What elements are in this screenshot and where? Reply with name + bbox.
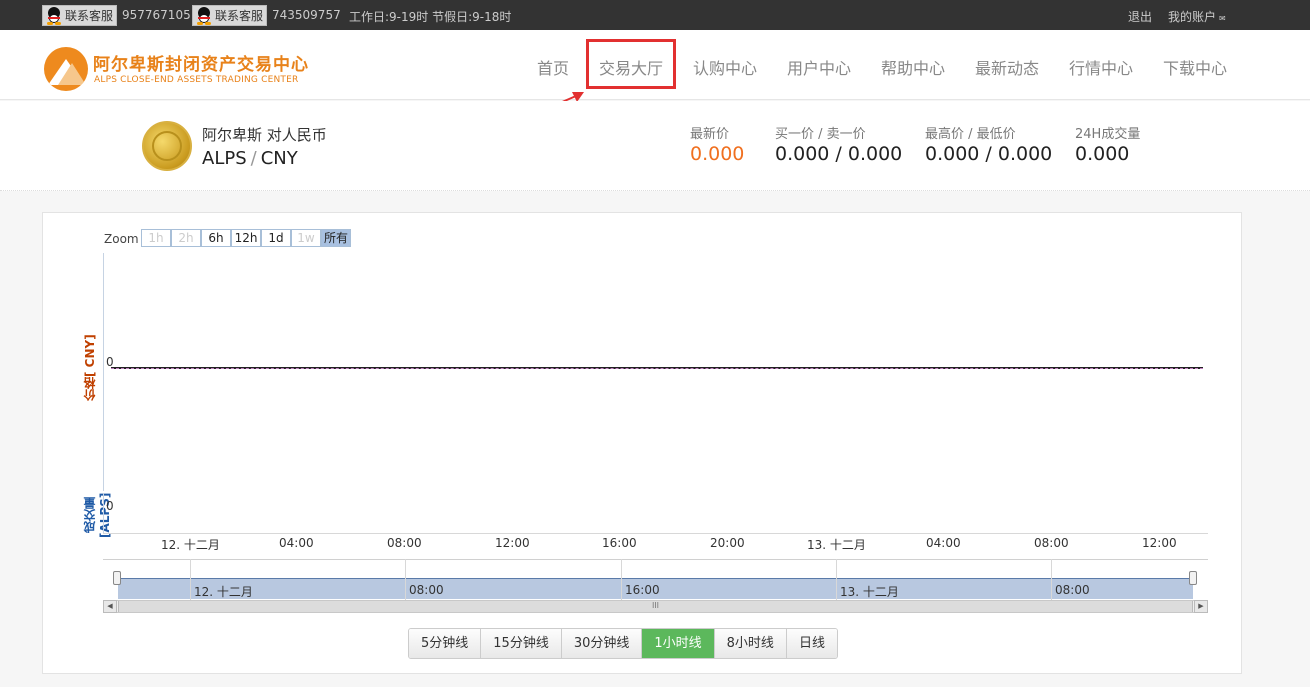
zoom-12h-button[interactable]: 12h — [231, 229, 261, 247]
my-account-menu[interactable]: 我的账户 ✉ — [1168, 8, 1226, 25]
kline-chart-panel: Zoom 1h 2h 6h 12h 1d 1w 所有 价格[ CNY] 成交量[… — [42, 212, 1242, 674]
volume-axis-title: 成交量[ALPS] — [83, 492, 112, 538]
bid-ask-label: 买一价 / 卖一价 — [775, 127, 866, 142]
navigator-right-handle[interactable] — [1189, 571, 1197, 585]
x-tick-label: 12:00 — [495, 536, 530, 550]
zoom-1d-button[interactable]: 1d — [261, 229, 291, 247]
navigator-selected-range[interactable] — [118, 578, 1193, 599]
navigator-grid-line — [836, 559, 837, 600]
logo-title[interactable]: 阿尔卑斯封闭资产交易中心 — [93, 55, 309, 75]
volume-baseline — [103, 533, 1208, 534]
x-tick-label: 04:00 — [279, 536, 314, 550]
envelope-icon: ✉ — [1219, 14, 1226, 23]
navigator-left-handle[interactable] — [113, 571, 121, 585]
navigator-tick-label: 08:00 — [409, 583, 444, 597]
price-axis-zero-tick: 0 — [106, 355, 114, 369]
price-axis-line — [103, 253, 104, 491]
x-tick-label: 16:00 — [602, 536, 637, 550]
nav-home[interactable]: 首页 — [537, 59, 570, 78]
navigator-tick-label: 12. 十二月 — [194, 585, 253, 599]
latest-price-label: 最新价 — [690, 127, 730, 142]
nav-subscription[interactable]: 认购中心 — [693, 59, 758, 78]
nav-market[interactable]: 行情中心 — [1069, 59, 1134, 78]
x-tick-label: 08:00 — [387, 536, 422, 550]
x-tick-label: 20:00 — [710, 536, 745, 550]
navigator-tick-label: 13. 十二月 — [840, 585, 899, 599]
x-tick-label: 12. 十二月 — [161, 538, 220, 552]
price-axis-title: 价格[ CNY] — [83, 334, 97, 402]
x-tick-label: 04:00 — [926, 536, 961, 550]
volume-24h-value: 0.000 — [1075, 143, 1130, 165]
nav-news[interactable]: 最新动态 — [975, 59, 1040, 78]
scroll-left-icon[interactable]: ◀ — [103, 600, 117, 613]
alps-coin-icon — [142, 121, 192, 171]
pair-name: 阿尔卑斯 对人民币 — [202, 126, 327, 144]
volume-24h-label: 24H成交量 — [1075, 127, 1141, 142]
zoom-1h-button[interactable]: 1h — [141, 229, 171, 247]
period-1h-button[interactable]: 1小时线 — [642, 629, 715, 658]
zoom-label: Zoom — [104, 232, 139, 246]
navigator-grid-line — [190, 559, 191, 600]
pair-separator: / — [250, 148, 257, 169]
zoom-2h-button[interactable]: 2h — [171, 229, 201, 247]
customer-service-label: 联系客服 — [65, 9, 114, 23]
navigator-outline — [103, 559, 1208, 560]
pair-code: ALPS / CNY — [202, 148, 298, 169]
latest-price-value: 0.000 — [690, 143, 745, 165]
scroll-right-icon[interactable]: ▶ — [1194, 600, 1208, 613]
x-tick-label: 13. 十二月 — [807, 538, 866, 552]
zoom-6h-button[interactable]: 6h — [201, 229, 231, 247]
x-tick-label: 08:00 — [1034, 536, 1069, 550]
x-tick-label: 12:00 — [1142, 536, 1177, 550]
qq-number-2: 743509757 — [272, 8, 341, 22]
navigator-grid-line — [405, 559, 406, 600]
logo-subtitle: ALPS CLOSE-END ASSETS TRADING CENTER — [94, 75, 299, 85]
scrollbar-thumb[interactable]: III — [118, 601, 1193, 612]
market-ticker: 阿尔卑斯 对人民币 ALPS / CNY 最新价 0.000 买一价 / 卖一价 0… — [0, 101, 1310, 191]
high-low-label: 最高价 / 最低价 — [925, 127, 1016, 142]
chart-navigator[interactable]: 12. 十二月 08:00 16:00 13. 十二月 08:00 — [103, 559, 1208, 602]
nav-user-center[interactable]: 用户中心 — [787, 59, 852, 78]
pair-base: ALPS — [202, 148, 247, 169]
annotation-highlight-box — [586, 39, 676, 89]
navigator-tick-label: 08:00 — [1055, 583, 1090, 597]
service-hours: 工作日:9-19时 节假日:9-18时 — [349, 10, 512, 24]
volume-axis-zero-tick: 0 — [106, 499, 114, 513]
nav-trading-hall[interactable]: 交易大厅 — [599, 59, 664, 78]
period-30min-button[interactable]: 30分钟线 — [561, 629, 643, 658]
customer-service-button-1[interactable]: 联系客服 — [42, 5, 118, 26]
navigator-tick-label: 16:00 — [625, 583, 660, 597]
top-bar: 联系客服 957767105 联系客服 743509757 工作日:9-19时 … — [0, 0, 1310, 30]
qq-number-1: 957767105 — [122, 8, 191, 22]
nav-download[interactable]: 下载中心 — [1163, 59, 1228, 78]
period-selector: 5分钟线 15分钟线 30分钟线 1小时线 8小时线 日线 — [408, 628, 838, 659]
customer-service-button-2[interactable]: 联系客服 — [192, 5, 268, 26]
chart-scrollbar[interactable]: ◀ III ▶ — [103, 600, 1208, 613]
bid-ask-value: 0.000 / 0.000 — [775, 143, 903, 165]
logout-link[interactable]: 退出 — [1128, 10, 1153, 24]
pair-quote: CNY — [260, 148, 298, 169]
nav-help[interactable]: 帮助中心 — [881, 59, 946, 78]
period-15min-button[interactable]: 15分钟线 — [481, 629, 562, 658]
mountain-logo-icon[interactable] — [44, 47, 88, 91]
zoom-all-button[interactable]: 所有 — [321, 229, 351, 247]
period-5min-button[interactable]: 5分钟线 — [409, 629, 482, 658]
average-series-line — [111, 368, 1203, 369]
qq-penguin-icon — [45, 6, 63, 25]
zoom-1w-button[interactable]: 1w — [291, 229, 321, 247]
high-low-value: 0.000 / 0.000 — [925, 143, 1053, 165]
period-8h-button[interactable]: 8小时线 — [714, 629, 787, 658]
navigator-grid-line — [1051, 559, 1052, 600]
customer-service-label: 联系客服 — [215, 9, 264, 23]
qq-penguin-icon — [195, 6, 213, 25]
navigator-grid-line — [621, 559, 622, 600]
my-account-label: 我的账户 — [1168, 10, 1217, 24]
period-daily-button[interactable]: 日线 — [786, 629, 837, 658]
volume-axis-line — [103, 493, 104, 533]
